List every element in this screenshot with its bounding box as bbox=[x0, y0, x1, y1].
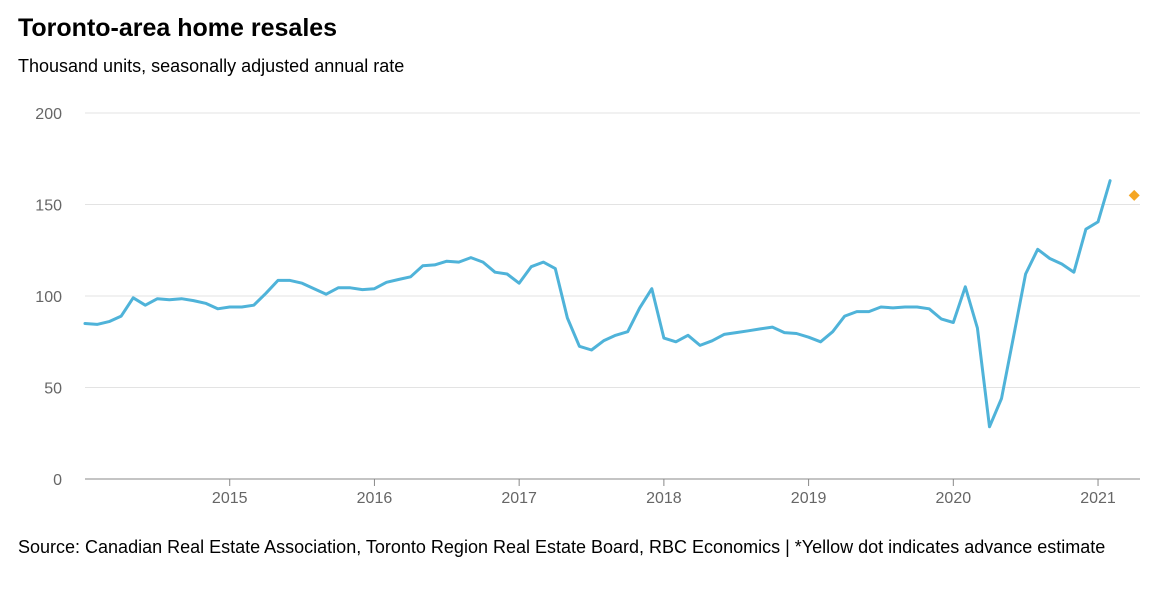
x-tick-label: 2018 bbox=[646, 490, 682, 507]
x-tick-label: 2020 bbox=[936, 490, 972, 507]
advance-estimate-marker bbox=[1128, 189, 1140, 201]
y-tick-label: 50 bbox=[44, 381, 62, 398]
y-tick-label: 100 bbox=[35, 289, 62, 306]
axis-layer: 0 50 100 150 200 2015 2016 2017 2018 2019 2020 2021 bbox=[35, 106, 1140, 507]
x-tick-label: 2019 bbox=[791, 490, 827, 507]
grid-layer bbox=[85, 112, 1140, 388]
series-layer bbox=[83, 179, 1140, 429]
y-tick-label: 150 bbox=[35, 198, 62, 215]
y-tick-label: 0 bbox=[53, 472, 62, 489]
chart-subtitle: Thousand units, seasonally adjusted annu… bbox=[18, 56, 405, 76]
chart-title: Toronto-area home resales bbox=[18, 14, 338, 42]
x-tick-label: 2021 bbox=[1080, 490, 1116, 507]
line-chart: 0 50 100 150 200 2015 2016 2017 2018 2019 2020 2021 bbox=[35, 106, 1140, 507]
source-note: Source: Canadian Real Estate Association… bbox=[18, 537, 1106, 557]
x-tick-label: 2015 bbox=[212, 490, 248, 507]
x-tick-label: 2016 bbox=[357, 490, 393, 507]
series-line bbox=[83, 179, 1112, 429]
y-tick-label: 200 bbox=[35, 106, 62, 123]
x-tick-label: 2017 bbox=[501, 490, 537, 507]
